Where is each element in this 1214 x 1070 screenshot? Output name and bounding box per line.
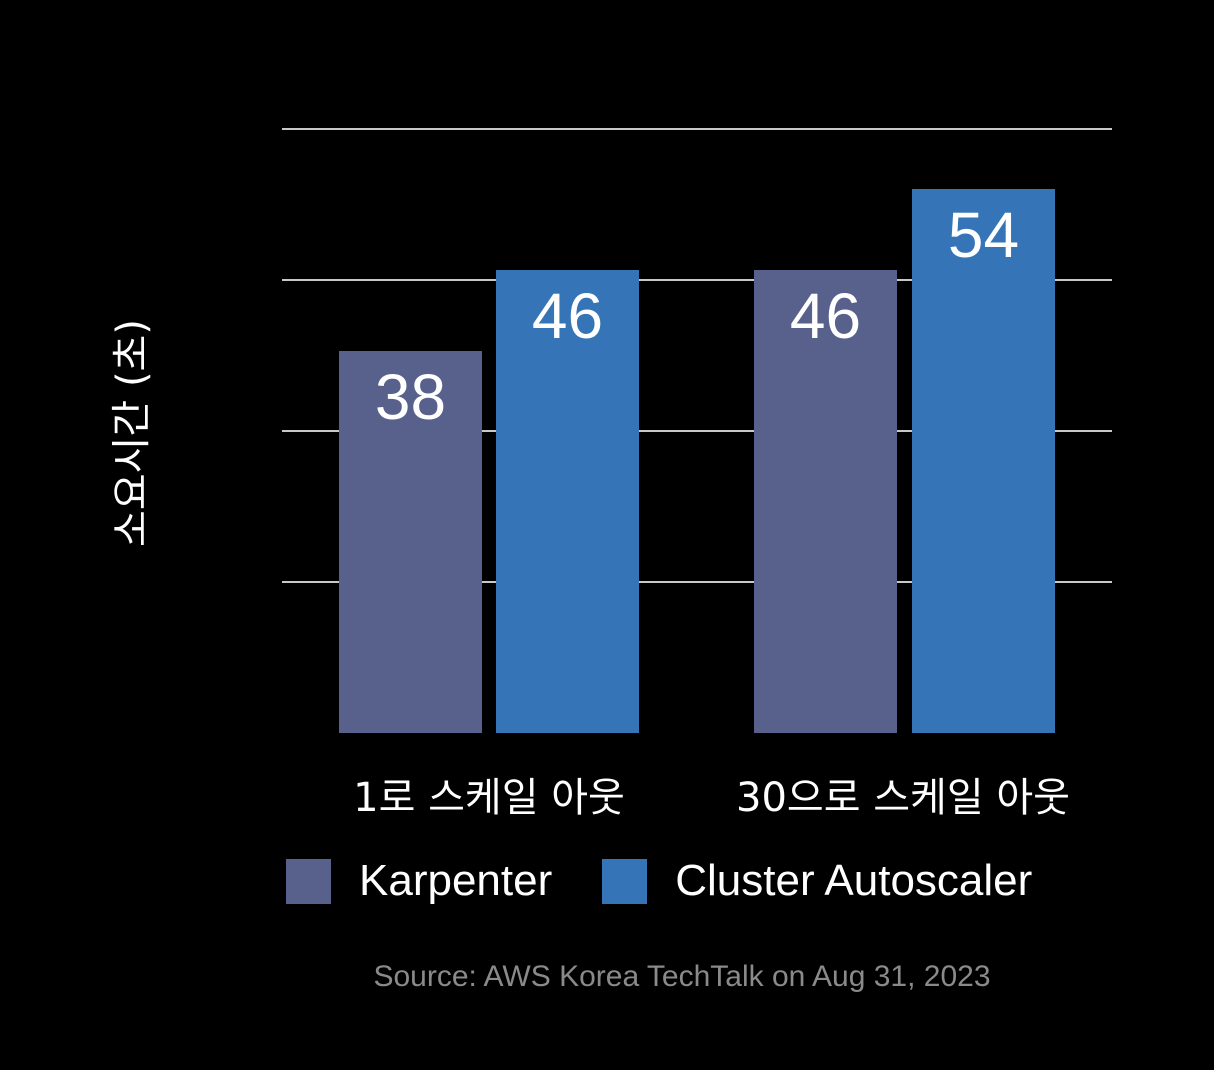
bar-value-label: 46: [789, 280, 862, 352]
category-label-scale-1: 1로 스케일 아웃: [353, 775, 625, 821]
gridline-60: [282, 128, 1112, 130]
y-axis-label: 소요시간 (초): [109, 319, 155, 547]
gridline-45: [282, 279, 1112, 281]
bar-value-label: 54: [947, 199, 1020, 271]
bar-karpenter-scale-1: 38: [339, 351, 482, 733]
category-label-scale-30: 30으로 스케일 아웃: [736, 775, 1070, 821]
plot-area: 38 46 46 54: [282, 128, 1112, 733]
source-caption: Source: AWS Korea TechTalk on Aug 31, 20…: [373, 960, 991, 993]
bar-cluster-autoscaler-scale-30: 54: [912, 189, 1055, 733]
bar-karpenter-scale-30: 46: [754, 270, 897, 733]
legend-label-karpenter: Karpenter: [359, 856, 553, 905]
bar-value-label: 46: [531, 280, 604, 352]
legend-label-cluster-autoscaler: Cluster Autoscaler: [675, 856, 1033, 905]
gridline-30: [282, 430, 1112, 432]
legend-swatch-cluster-autoscaler: [602, 858, 648, 904]
gridline-15: [282, 581, 1112, 583]
legend: Karpenter Cluster Autoscaler: [286, 856, 1082, 906]
legend-swatch-karpenter: [286, 858, 331, 904]
bar-cluster-autoscaler-scale-1: 46: [496, 270, 639, 733]
bar-value-label: 38: [374, 361, 447, 433]
